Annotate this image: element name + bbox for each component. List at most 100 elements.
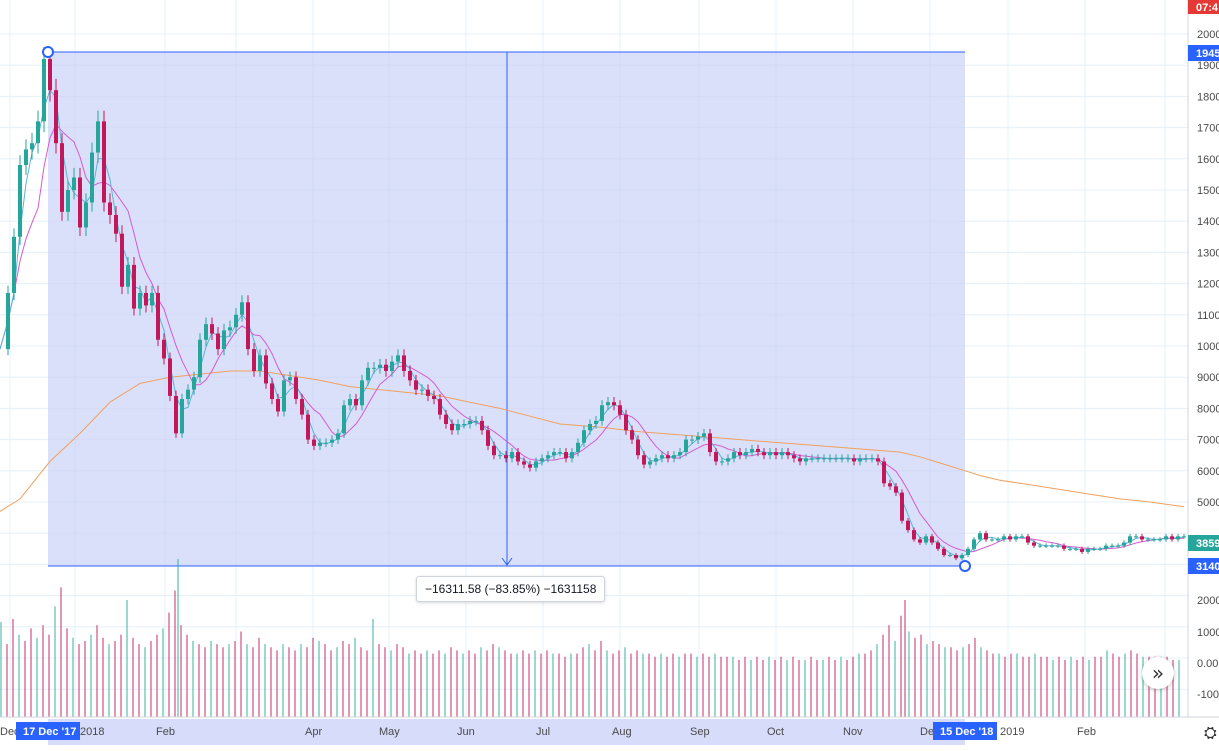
volume-bar [1004,656,1006,717]
volume-bar [294,650,296,717]
volume-bar [516,653,518,717]
candle-body [924,536,928,543]
candle-body [474,420,478,422]
candle-body [954,555,958,559]
high-price-badge-text: 1945 [1196,48,1219,60]
volume-bar [468,650,470,717]
candle-body [918,539,922,543]
candle-body [174,395,178,434]
volume-bar [1142,656,1144,717]
volume-bar [408,653,410,717]
candle-body [720,461,724,463]
candle-body [564,452,568,459]
candle-body [1110,545,1114,547]
volume-bar [1112,653,1114,717]
volume-bar [1040,656,1042,717]
volume-bar [666,656,668,717]
price-axis-area[interactable] [1188,0,1219,717]
gear-icon[interactable]: ⛭ [1204,723,1217,742]
candle-body [270,383,274,400]
volume-bar [528,653,530,717]
candle-body [606,402,610,406]
candle-body [984,533,988,540]
volume-bar [306,647,308,717]
volume-bar [552,653,554,717]
candle-body [162,339,166,359]
volume-bar [1178,659,1180,717]
candle-body [456,424,460,431]
candle-body [492,445,496,456]
volume-bar [138,644,140,717]
candle-body [60,143,64,212]
volume-bar [852,656,854,717]
candle-body [996,539,1000,541]
volume-bar [738,659,740,717]
candle-body [444,414,448,424]
candle-body [276,399,280,412]
volume-bar [846,659,848,717]
candle-body [936,542,940,549]
candle-body [66,190,70,212]
price-tick-label: 1200 [1197,279,1219,291]
candle-body [180,399,184,434]
candle-body [354,399,358,406]
volume-bar [276,650,278,717]
volume-bar [944,647,946,717]
volume-bar [956,650,958,717]
volume-bar [324,644,326,717]
candle-body [906,520,910,531]
scroll-to-realtime-button[interactable]: » [1142,657,1174,689]
candle-body [948,555,952,557]
candle-body [234,314,238,328]
candle-body [144,292,148,306]
candle-body [756,448,760,453]
candle-body [1164,536,1168,540]
volume-bar [720,656,722,717]
volume-bar [1016,653,1018,717]
volume-bar [72,637,74,717]
candle-body [696,436,700,440]
candle-body [732,452,736,459]
volume-bar [396,644,398,717]
candle-body [18,165,22,237]
volume-bar [606,650,608,717]
volume-bar [210,640,212,717]
price-tick-label: 5000 [1197,497,1219,509]
candle-body [1086,548,1090,552]
measure-start-handle[interactable] [42,46,54,58]
candle-body [24,149,28,166]
measure-end-handle[interactable] [959,560,971,572]
measure-tool[interactable] [48,51,965,567]
candle-body [1098,548,1102,550]
time-axis-ticks: Dec 2018 Feb Apr May Jun Jul Aug Sep Oct Nov De 2019… [0,726,1096,738]
volume-bar [348,644,350,717]
candle-body [72,177,76,190]
candle-body [960,555,964,559]
volume-bar [102,637,104,717]
candle-body [1068,548,1072,550]
candle-body [1146,539,1150,541]
volume-bar [708,656,710,717]
volume-bar [900,615,902,717]
candle-body [210,324,214,334]
volume-bar [330,650,332,717]
candle-body [660,455,664,459]
volume-bar [414,650,416,717]
candle-body [1134,536,1138,538]
candle-body [366,367,370,381]
volume-bar [980,647,982,717]
volume-bar [840,656,842,717]
volume-bar [756,656,758,717]
candle-body [450,424,454,431]
volume-bar [1010,653,1012,717]
volume-bar [642,653,644,717]
volume-bar [66,628,68,717]
candle-body [642,455,646,465]
volume-bar [968,644,970,717]
ma-mid-line [0,123,1185,553]
candle-body [468,420,472,424]
candle-body [216,333,220,350]
candle-body [252,349,256,371]
candle-body [1122,542,1126,546]
